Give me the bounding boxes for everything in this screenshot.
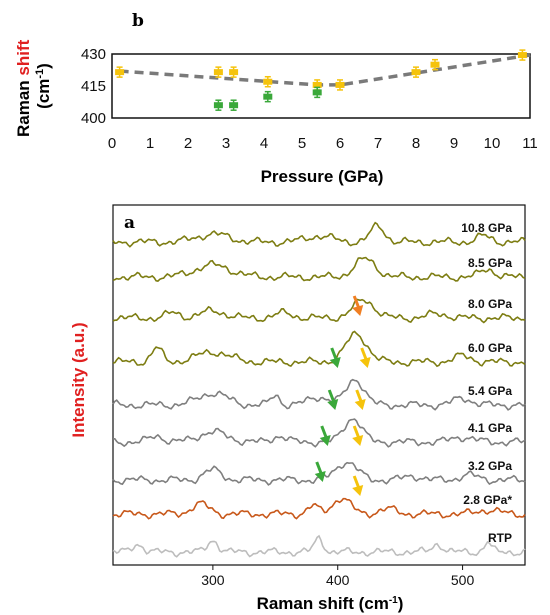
spectrum-trace: [112, 298, 526, 324]
b-xtick-label: 11: [522, 135, 538, 152]
peak-arrow: [352, 475, 364, 496]
panel-b-letter: b: [132, 11, 144, 31]
panel-b-pressure-chart: b 400 415 430 0 1 2 3 4 5 6 7 8 9 10 11 Raman shift (…: [14, 11, 538, 186]
b-xtick-label: 8: [412, 135, 420, 152]
b-xtick-label: 6: [336, 135, 344, 152]
yellow-data-point: [430, 58, 440, 71]
trace-pressure-label: 10.8 GPa: [461, 221, 512, 235]
green-data-point: [229, 99, 239, 111]
green-data-point: [312, 86, 322, 99]
peak-arrow: [329, 347, 341, 368]
a-xtick-label: 500: [451, 572, 475, 588]
a-xtick-label: 300: [201, 572, 225, 588]
peak-arrow: [359, 347, 371, 368]
yellow-data-point: [115, 66, 125, 78]
ylabel-part-unit: (cm: [34, 79, 53, 109]
b-xtick-label: 0: [108, 135, 116, 152]
b-xtick-label: 4: [260, 135, 268, 152]
peak-arrow: [352, 425, 364, 446]
yellow-data-point: [517, 49, 527, 61]
panel-a-ylabel: Intensity (a.u.): [69, 322, 88, 437]
xlabel-part-exp: -1: [389, 595, 398, 606]
yellow-data-point: [335, 79, 345, 91]
b-xtick-label: 1: [146, 135, 154, 152]
trace-pressure-label: 6.0 GPa: [468, 341, 512, 355]
ylabel-part-close: ): [34, 63, 53, 69]
panel-b-frame: [111, 53, 531, 119]
peak-arrow: [352, 295, 364, 316]
trace-pressure-label: 3.2 GPa: [468, 459, 512, 473]
trace-pressure-label: 2.8 GPa*: [463, 493, 512, 507]
ylabel-part-shift: shift: [14, 39, 33, 75]
yellow-data-point: [263, 75, 273, 88]
trace-pressure-label: 8.0 GPa: [468, 297, 512, 311]
yellow-data-point: [213, 66, 223, 78]
peak-arrow: [319, 425, 331, 446]
spectrum-trace: [112, 221, 526, 248]
trace-pressure-label: 5.4 GPa: [468, 384, 512, 398]
yellow-data-point: [411, 66, 421, 78]
panel-a-frame: [112, 204, 526, 566]
b-xtick-label: 10: [484, 135, 501, 152]
peak-arrow: [327, 389, 339, 410]
panel-b-xlabel: Pressure (GPa): [261, 167, 384, 186]
ylabel-part-raman: Raman: [14, 76, 33, 137]
trace-pressure-label: RTP: [488, 531, 512, 545]
spectrum-trace: [112, 256, 526, 282]
b-xtick-label: 9: [450, 135, 458, 152]
b-xtick-label: 5: [298, 135, 306, 152]
spectrum-trace: [112, 497, 526, 520]
peak-arrow: [354, 389, 366, 410]
panel-a-xlabel: Raman shift (cm-1): [257, 594, 404, 613]
xlabel-part-main: Raman shift (cm: [257, 594, 389, 613]
yellow-data-point: [229, 66, 239, 78]
trace-pressure-label: 4.1 GPa: [468, 421, 512, 435]
a-xtick-label: 400: [326, 572, 350, 588]
panel-a-letter: a: [124, 213, 135, 233]
spectrum-trace: [112, 330, 526, 368]
b-xtick-label: 2: [184, 135, 192, 152]
b-ytick-label: 400: [81, 110, 106, 127]
green-data-point: [213, 99, 223, 111]
b-ytick-label: 430: [81, 46, 106, 63]
panel-a-spectra-chart: a 10.8 GPa 8.5 GPa 8.0 GPa 6.0 GPa 5.4 GPa 4.…: [69, 204, 526, 613]
spectrum-trace: [112, 378, 526, 411]
ylabel-part-exp: -1: [34, 69, 46, 79]
green-data-point: [263, 90, 273, 103]
spectrum-trace: [112, 534, 526, 558]
trace-pressure-label: 8.5 GPa: [468, 256, 512, 270]
b-xtick-label: 7: [374, 135, 382, 152]
peak-arrow: [314, 461, 326, 482]
b-ytick-label: 415: [81, 78, 106, 95]
b-xtick-label: 3: [222, 135, 230, 152]
xlabel-part-close: ): [398, 594, 404, 613]
trend-dashed-line: [119, 53, 531, 87]
spectrum-trace: [112, 418, 526, 448]
panel-b-ylabel: Raman shift (cm-1): [14, 35, 53, 137]
